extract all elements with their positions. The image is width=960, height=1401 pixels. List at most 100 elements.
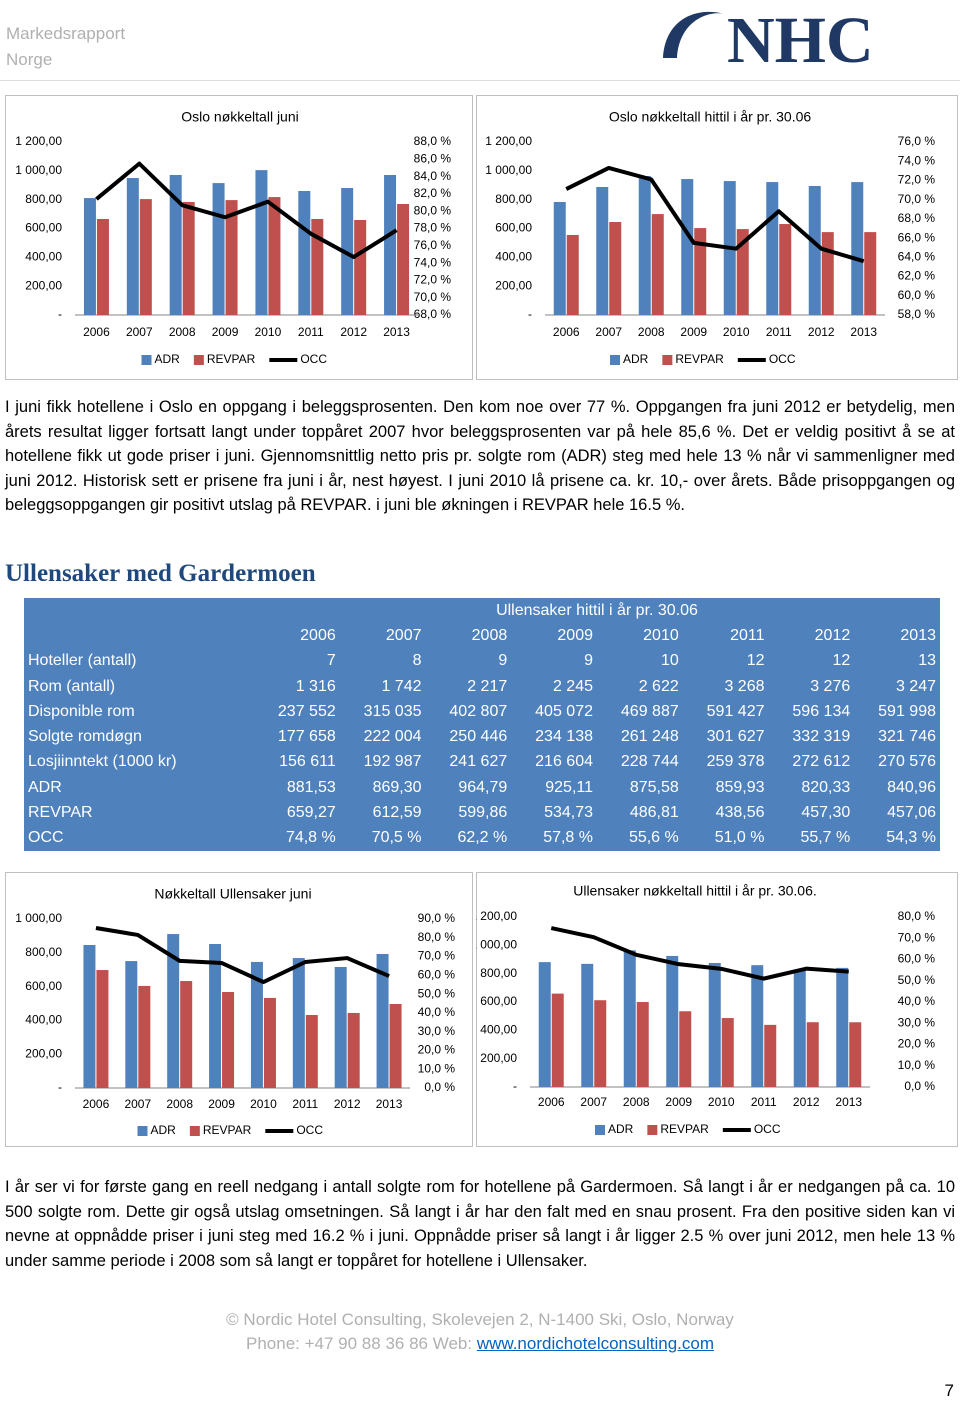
bar	[779, 224, 792, 315]
y2-tick-label: 82,0 %	[414, 186, 452, 200]
y-tick-label: 400,00	[25, 1013, 62, 1027]
table-cell: 599,86	[458, 804, 508, 822]
table-cell: 859,93	[715, 778, 765, 796]
table-cell: 869,30	[372, 778, 422, 796]
table-cell: 591 427	[706, 702, 765, 720]
logo-swoosh	[663, 11, 725, 58]
legend-label: ADR	[623, 352, 649, 366]
y-tick-label: 600,00	[495, 221, 532, 235]
bar	[250, 961, 263, 1088]
row-label: ADR	[28, 778, 62, 796]
chart-border	[476, 95, 958, 380]
chart-title: Oslo nøkkeltall juni	[181, 109, 299, 125]
table-cell: 875,58	[629, 778, 679, 796]
bar	[354, 219, 367, 315]
bar	[679, 1011, 692, 1087]
chart-border	[5, 872, 473, 1147]
bar	[96, 970, 109, 1088]
y-tick-label: 200,00	[495, 278, 532, 292]
table-cell: 438,56	[715, 804, 765, 822]
y2-tick-label: 80,0 %	[418, 930, 456, 944]
x-tick-label: 2007	[126, 325, 153, 339]
column-header: 2006	[300, 626, 336, 644]
bar	[182, 201, 195, 315]
y2-tick-label: 62,0 %	[898, 269, 936, 283]
table-cell: 1 742	[381, 677, 422, 695]
y-tick-label: 600,00	[25, 221, 62, 235]
y2-tick-label: 70,0 %	[898, 930, 936, 944]
y-tick-label: -	[58, 307, 62, 321]
table-title-row: Ullensaker hittil i år pr. 30.06	[24, 598, 940, 623]
chart-title: Ullensaker nøkkeltall hittil i år pr. 30…	[573, 883, 817, 899]
table-cell: 70,5 %	[371, 829, 422, 847]
y2-tick-label: 88,0 %	[414, 134, 452, 148]
table-cell: 55,6 %	[628, 829, 679, 847]
y2-tick-label: 70,0 %	[414, 290, 452, 304]
table-cell: 51,0 %	[714, 829, 765, 847]
y2-tick-label: 80,0 %	[414, 203, 452, 217]
bar	[225, 200, 238, 315]
table-cell: 405 072	[535, 702, 593, 720]
y2-tick-label: 50,0 %	[418, 986, 456, 1000]
footer-link[interactable]: www.nordichotelconsulting.com	[476, 1334, 714, 1353]
y-tick-label: 1 200,00	[476, 909, 517, 923]
bar	[851, 182, 864, 315]
chart: Nøkkeltall Ullensaker juni - 200,00 400,00 6…	[5, 872, 473, 1147]
line	[550, 926, 849, 981]
table-cell: 272 612	[792, 753, 851, 771]
y2-tick-label: 76,0 %	[898, 134, 936, 148]
bar	[212, 183, 225, 315]
y-tick-label: 1 200,00	[15, 134, 62, 148]
table-cell: 820,33	[801, 778, 851, 796]
y-tick-label: 1 000,00	[15, 163, 62, 177]
table-cell: 3 276	[810, 677, 851, 695]
table-cell: 55,7 %	[800, 829, 851, 847]
bar	[311, 218, 324, 315]
legend-label: OCC	[296, 1123, 323, 1137]
bar	[766, 182, 779, 315]
y2-tick-label: 40,0 %	[418, 1005, 456, 1019]
legend-label: ADR	[608, 1122, 634, 1136]
x-tick-label: 2009	[212, 325, 239, 339]
y-tick-label: 1 000,00	[15, 911, 62, 925]
table-row: Solgte romdøgn 177 658 222 004 250 446 234 1…	[24, 724, 940, 749]
y2-tick-label: 60,0 %	[898, 952, 936, 966]
bar	[638, 176, 651, 315]
line	[95, 926, 390, 985]
table-cell: 228 744	[620, 753, 679, 771]
y2-tick-label: 72,0 %	[898, 173, 936, 187]
x-tick-label: 2009	[208, 1097, 235, 1111]
table-cell: 12	[832, 652, 851, 670]
chart: Oslo nøkkeltall hittil i år pr. 30.06 - 20…	[476, 95, 958, 380]
bar	[849, 1022, 862, 1087]
row-label: Solgte romdøgn	[28, 728, 142, 746]
table-cell: 591 998	[878, 702, 936, 720]
y-tick-label: 200,00	[25, 1046, 62, 1060]
y-tick-label: 800,00	[25, 945, 62, 959]
table-cell: 881,53	[286, 778, 336, 796]
y2-tick-label: 90,0 %	[418, 911, 456, 925]
column-header: 2008	[471, 626, 508, 644]
row-label: OCC	[28, 829, 64, 847]
y2-tick-label: 10,0 %	[418, 1061, 456, 1075]
chart: Oslo nøkkeltall juni - 200,00 400,00 600,00 8…	[5, 95, 473, 380]
table-cell: 321 746	[878, 728, 936, 746]
y2-tick-label: 20,0 %	[418, 1043, 456, 1057]
bar	[609, 222, 622, 315]
table-row: Losjiinntekt (1000 kr) 156 611 192 987 241 …	[24, 750, 940, 775]
bar	[651, 214, 664, 315]
bar	[376, 953, 389, 1088]
table-cell: 2 245	[552, 677, 593, 695]
footer-address: © Nordic Hotel Consulting, Skolevejen 2,…	[226, 1310, 734, 1329]
y-tick-label: 1 000,00	[485, 163, 532, 177]
y2-tick-label: 78,0 %	[414, 221, 452, 235]
table-cell: 612,59	[372, 804, 422, 822]
table-cell: 659,27	[286, 804, 336, 822]
table-cell: 10	[660, 652, 679, 670]
table-cell: 74,8 %	[285, 829, 336, 847]
legend-label: REVPAR	[675, 352, 724, 366]
y-tick-label: 800,00	[25, 192, 62, 206]
x-tick-label: 2008	[166, 1097, 193, 1111]
table-cell	[24, 598, 254, 623]
column-header: 2012	[814, 626, 851, 644]
